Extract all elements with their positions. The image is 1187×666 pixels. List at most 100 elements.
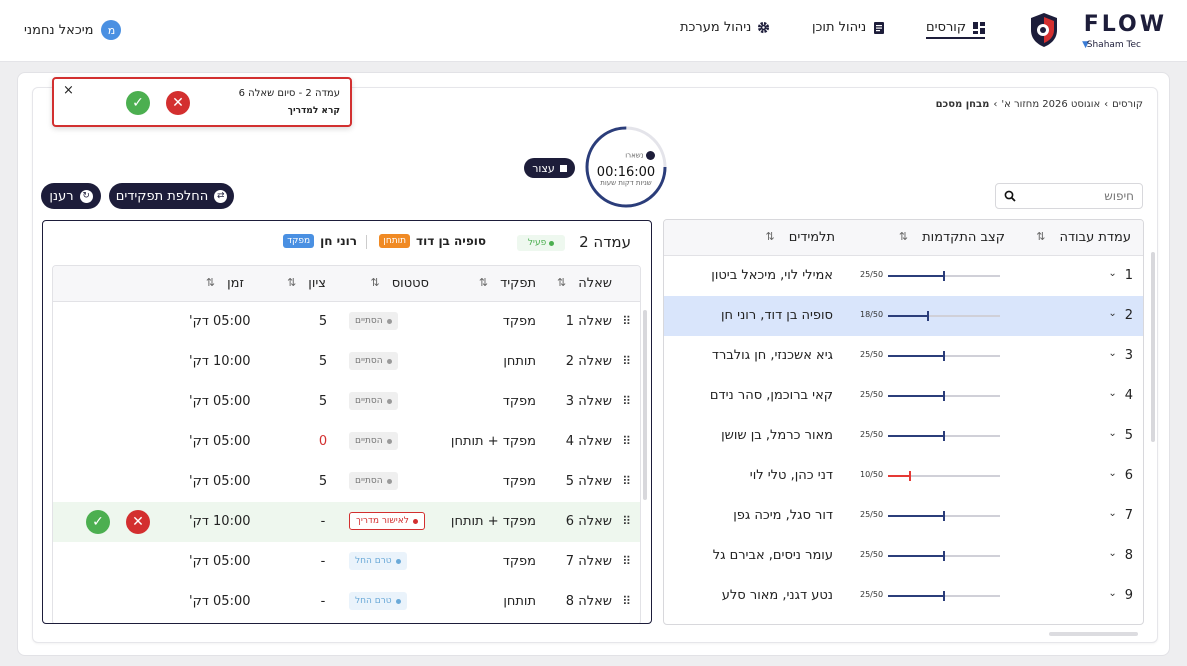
chevron-down-icon[interactable]: ⌄ (1108, 588, 1117, 599)
user-menu[interactable]: מ מיכאל נחמני (24, 20, 122, 40)
nav-system-label: ניהול מערכת (680, 20, 752, 35)
chevron-down-icon[interactable]: ⌄ (1108, 548, 1117, 559)
nav-system-management[interactable]: ניהול מערכת (680, 20, 770, 35)
station-students: אמילי לוי, מיכאל ביטון (711, 268, 833, 283)
station-number: 3 (1124, 348, 1133, 363)
question-grade: - (320, 594, 326, 609)
station-number: 6 (1124, 468, 1133, 483)
nav-courses[interactable]: קורסים (926, 20, 986, 39)
station-row[interactable]: 1 ⌄ 25/50 אמילי לוי, מיכאל ביטון (664, 256, 1143, 296)
station-row[interactable]: 5 ⌄ 25/50 מאור כרמל, בן שושן (664, 416, 1143, 456)
breadcrumb-courses[interactable]: קורסים (1112, 99, 1143, 110)
station-row[interactable]: 4 ⌄ 25/50 קאי ברוכמן, סהר נידם (664, 376, 1143, 416)
drag-handle-icon[interactable]: ⠿ (622, 554, 631, 568)
reject-button[interactable]: ✕ (166, 91, 190, 115)
drag-handle-icon[interactable]: ⠿ (622, 594, 631, 608)
breadcrumb: קורסים › אוגוסט 2026 מחזור א' › מבחן מסכ… (936, 99, 1143, 110)
question-row[interactable]: ⠿ שאלה 1 מפקד הסתיים 5 05:00 דק' (53, 302, 640, 342)
station-row[interactable]: 8 ⌄ 25/50 עומר ניסים, אבירם גל (664, 536, 1143, 576)
stop-button[interactable]: עצור (524, 158, 575, 178)
question-role: מפקד (502, 394, 536, 409)
col-grade[interactable]: ציון ⇅ (287, 276, 326, 291)
question-time: 05:00 דק' (189, 474, 251, 489)
approve-button[interactable]: ✓ (86, 510, 110, 534)
swap-roles-button[interactable]: ⇄ החלפת תפקידים (109, 183, 234, 209)
question-time: 05:00 דק' (189, 554, 251, 569)
col-progress[interactable]: קצב התקדמות ⇅ (899, 230, 1005, 245)
question-row[interactable]: ⠿ שאלה 5 מפקד הסתיים 5 05:00 דק' (53, 462, 640, 502)
stations-scrollbar[interactable] (1151, 252, 1155, 442)
col-status[interactable]: סטטוס ⇅ (371, 276, 430, 291)
progress-bar: 25/50 (860, 550, 1005, 562)
refresh-button[interactable]: ↻ רענן (41, 183, 101, 209)
chevron-down-icon[interactable]: ⌄ (1108, 268, 1117, 279)
progress-track (888, 391, 1000, 401)
status-dot-icon (386, 438, 392, 444)
station-number: 4 (1124, 388, 1133, 403)
flow-logo[interactable]: FLOW ▼ Shaham Tec (1027, 10, 1167, 54)
col-role[interactable]: תפקיד ⇅ (479, 276, 536, 291)
search-icon[interactable] (1004, 190, 1016, 202)
search-input[interactable] (1024, 189, 1134, 203)
col-students[interactable]: תלמידים ⇅ (765, 230, 835, 245)
question-row[interactable]: ⠿ שאלה 7 מפקד טרם החל - 05:00 דק' (53, 542, 640, 582)
question-row[interactable]: ⠿ שאלה 4 מפקד + תותחן הסתיים 0 05:00 דק' (53, 422, 640, 462)
stations-table: עמדת עבודה ⇅ קצב התקדמות ⇅ תלמידים ⇅ 1 ⌄ 25/5… (663, 219, 1144, 625)
logo-mark-icon: ▼ (1082, 40, 1089, 50)
station-row[interactable]: 3 ⌄ 25/50 גיא אשכנזי, חן גולברד (664, 336, 1143, 376)
progress-track (888, 471, 1000, 481)
timer-remaining-label: נשארו (625, 151, 644, 160)
chevron-down-icon[interactable]: ⌄ (1108, 308, 1117, 319)
drag-handle-icon[interactable]: ⠿ (622, 314, 631, 328)
questions-table: שאלה ⇅ תפקיד ⇅ סטטוס ⇅ ציון ⇅ זמן ⇅ ⠿ שאלה 1 מפ… (52, 265, 641, 623)
drag-handle-icon[interactable]: ⠿ (622, 394, 631, 408)
station-students: מאור כרמל, בן שושן (721, 428, 833, 443)
col-time[interactable]: זמן ⇅ (206, 276, 244, 291)
drag-handle-icon[interactable]: ⠿ (622, 514, 631, 528)
timer-ring (585, 126, 667, 208)
reject-button[interactable]: ✕ (126, 510, 150, 534)
status-label: הסתיים (355, 476, 383, 486)
chevron-down-icon[interactable]: ⌄ (1108, 508, 1117, 519)
station-number-cell: 1 ⌄ (1108, 268, 1133, 283)
station-row[interactable]: 7 ⌄ 25/50 דור סגל, מיכה גפן (664, 496, 1143, 536)
approve-button[interactable]: ✓ (126, 91, 150, 115)
question-time: 05:00 דק' (189, 594, 251, 609)
drag-handle-icon[interactable]: ⠿ (622, 354, 631, 368)
horizontal-scrollbar[interactable] (1049, 632, 1138, 636)
nav-courses-label: קורסים (926, 20, 967, 35)
question-row[interactable]: ⠿ שאלה 8 תותחן טרם החל - 05:00 דק' (53, 582, 640, 622)
station-row[interactable]: 9 ⌄ 25/50 נטע דגני, מאור סלע (664, 576, 1143, 616)
question-name: שאלה 8 (565, 594, 612, 609)
questions-scrollbar[interactable] (643, 310, 647, 500)
close-icon[interactable]: × (63, 83, 74, 98)
question-role: מפקד + תותחן (450, 434, 536, 449)
chevron-down-icon[interactable]: ⌄ (1108, 348, 1117, 359)
drag-handle-icon[interactable]: ⠿ (622, 434, 631, 448)
col-students-label: תלמידים (788, 230, 835, 245)
col-question[interactable]: שאלה ⇅ (557, 276, 612, 291)
chevron-down-icon[interactable]: ⌄ (1108, 388, 1117, 399)
chevron-down-icon[interactable]: ⌄ (1108, 428, 1117, 439)
station-row[interactable]: 6 ⌄ 10/50 דני כהן, טלי לוי (664, 456, 1143, 496)
breadcrumb-cohort[interactable]: אוגוסט 2026 מחזור א' (1001, 99, 1101, 110)
station-row[interactable]: 2 ⌄ 18/50 סופיה בן דוד, רוני חן (664, 296, 1143, 336)
member-name: רוני חן (320, 234, 357, 248)
question-status: הסתיים (349, 432, 398, 450)
question-row[interactable]: ⠿ שאלה 6 מפקד + תותחן לאישור מדריך - 10:00 דק… (53, 502, 640, 542)
sort-icon: ⇅ (287, 276, 297, 289)
grid-icon (972, 21, 985, 34)
chevron-down-icon[interactable]: ⌄ (1108, 468, 1117, 479)
col-station-label: עמדת עבודה (1059, 230, 1131, 245)
nav-content-management[interactable]: ניהול תוכן (812, 20, 885, 35)
sort-icon: ⇅ (556, 276, 567, 289)
col-question-label: שאלה (578, 276, 612, 291)
drag-handle-icon[interactable]: ⠿ (622, 474, 631, 488)
question-status: הסתיים (349, 392, 398, 410)
question-row[interactable]: ⠿ שאלה 3 מפקד הסתיים 5 05:00 דק' (53, 382, 640, 422)
status-label: הסתיים (355, 396, 383, 406)
col-station[interactable]: עמדת עבודה ⇅ (1036, 230, 1131, 245)
progress-marker (943, 391, 945, 401)
question-row[interactable]: ⠿ שאלה 2 תותחן הסתיים 5 10:00 דק' (53, 342, 640, 382)
col-role-label: תפקיד (500, 276, 536, 291)
